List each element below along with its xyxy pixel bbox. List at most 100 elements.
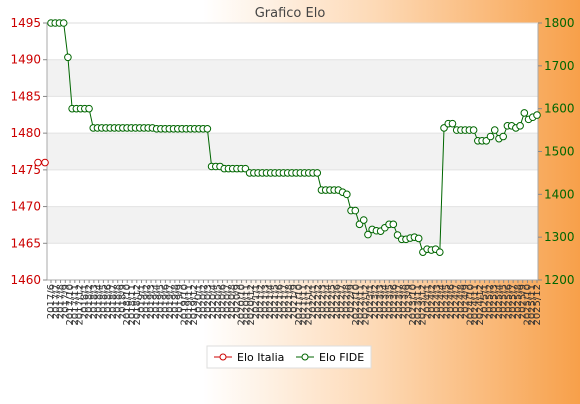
x-tick-label: 2021/5 [270,284,281,319]
x-tick-label: 2025/2 [484,284,495,319]
x-tick-label: 2018/6 [103,284,114,319]
x-tick-label: 2018/12 [132,284,143,326]
x-tick-label: 2020/12 [246,284,257,326]
x-tick-label: 2023/7 [394,284,405,319]
x-tick-label: 2022/11 [356,284,367,326]
x-tick-label: 2024/4 [437,284,448,319]
x-tick-label: 2019/11 [184,284,195,326]
x-tick-label: 2024/9 [461,284,472,319]
x-tick-label: 2021/12 [303,284,314,326]
x-tick-label: 2021/4 [265,284,276,319]
x-tick-label: 2019/1 [137,284,148,319]
x-tick-label: 2018/9 [117,284,128,319]
x-tick-label: 2021/8 [284,284,295,319]
x-tick-label: 2024/2 [427,284,438,319]
x-tick-label: 2023/3 [375,284,386,319]
x-tick-label: 2018/11 [127,284,138,326]
x-tick-label: 2017/6 [46,284,57,319]
left-tick-label: 1465 [10,236,41,250]
x-tick-label: 2019/4 [151,284,162,319]
x-tick-label: 2024/1 [422,284,433,319]
right-tick-label: 1500 [544,145,575,159]
x-tick-label: 2022/8 [341,284,352,319]
left-axis-ticks: 1460 1465 1470 1475 1480 1485 1490 1495 [10,16,47,287]
x-tick-label: 2024/5 [441,284,452,319]
x-tick-label: 2022/5 [327,284,338,319]
x-tick-label: 2025/11 [527,284,538,326]
x-tick-label: 2017/8 [56,284,67,319]
data-point-fide [64,53,72,62]
x-tick-label: 2019/3 [146,284,157,319]
x-tick-label: 2023/11 [413,284,424,326]
data-point-fide [59,19,68,27]
right-tick-label: 1700 [544,59,575,73]
data-point-fide [85,104,93,113]
series-elo-italia [34,158,49,167]
x-tick-label: 2021/6 [275,284,286,319]
x-tick-label: 2024/10 [465,284,476,326]
x-tick-label: 2023/9 [403,284,414,319]
x-tick-label: 2022/4 [322,284,333,319]
x-tick-label: 2022/3 [318,284,329,319]
right-tick-label: 1300 [544,230,575,244]
x-tick-label: 2022/10 [351,284,362,326]
x-tick-label: 2018/3 [89,284,100,319]
x-tick-label: 2022/9 [346,284,357,319]
data-point-fide [364,230,372,239]
x-tick-label: 2021/11 [299,284,310,326]
x-tick-label: 2021/7 [279,284,290,319]
legend-item-fide[interactable]: Elo FIDE [296,351,364,364]
data-point-italia [34,158,42,167]
right-axis-ticks: 1200 1300 1400 1500 1600 1700 1800 [538,16,575,287]
x-tick-label: 2018/5 [98,284,109,319]
x-tick-label: 2020/5 [213,284,224,319]
x-tick-label: 2021/3 [260,284,271,319]
x-tick-label: 2020/2 [198,284,209,319]
x-tick-label: 2018/2 [84,284,95,319]
x-tick-label: 2022/6 [332,284,343,319]
legend-label-italia: Elo Italia [237,351,284,364]
x-tick-label: 2019/7 [165,284,176,319]
x-tick-label: 2024/3 [432,284,443,319]
x-tick-label: 2023/8 [399,284,410,319]
data-point-fide [516,122,524,130]
x-tick-label: 2024/8 [456,284,467,319]
right-tick-label: 1400 [544,187,575,201]
x-tick-label: 2025/7 [508,284,519,319]
x-tick-label: 2018/7 [108,284,119,319]
x-tick-label: 2021/10 [294,284,305,326]
x-tick-label: 2020/11 [241,284,252,326]
x-tick-label: 2019/5 [156,284,167,319]
x-tick-label: 2021/1 [251,284,262,319]
grid-band [47,206,538,244]
x-tick-label: 2025/12 [532,284,543,326]
x-tick-label: 2024/12 [475,284,486,326]
x-tick-label: 2025/6 [503,284,514,319]
x-tick-label: 2018/1 [79,284,90,319]
x-tick-label: 2023/2 [370,284,381,319]
x-tick-label: 2022/2 [313,284,324,319]
x-tick-label: 2025/3 [489,284,500,319]
grid-band [47,59,538,97]
x-axis-ticks: 2017/62017/72017/82017/92017/102017/1120… [46,280,543,326]
left-tick-label: 1485 [10,89,41,103]
legend-item-italia[interactable]: Elo Italia [214,351,284,364]
x-tick-label: 2024/7 [451,284,462,319]
x-tick-label: 2020/8 [227,284,238,319]
x-tick-label: 2019/6 [160,284,171,319]
x-tick-label: 2023/4 [380,284,391,319]
x-tick-label: 2024/6 [446,284,457,319]
chart-title: Grafico Elo [255,6,326,21]
x-tick-label: 2019/10 [179,284,190,326]
x-tick-label: 2017/12 [75,284,86,326]
left-tick-label: 1495 [10,16,41,30]
x-tick-label: 2025/1 [480,284,491,319]
x-tick-label: 2017/9 [60,284,71,319]
series-elo-fide [47,19,541,256]
x-tick-label: 2018/8 [113,284,124,319]
x-tick-label: 2017/10 [65,284,76,326]
right-tick-label: 1800 [544,16,575,30]
x-tick-label: 2020/10 [237,284,248,326]
data-point-fide [520,109,529,117]
